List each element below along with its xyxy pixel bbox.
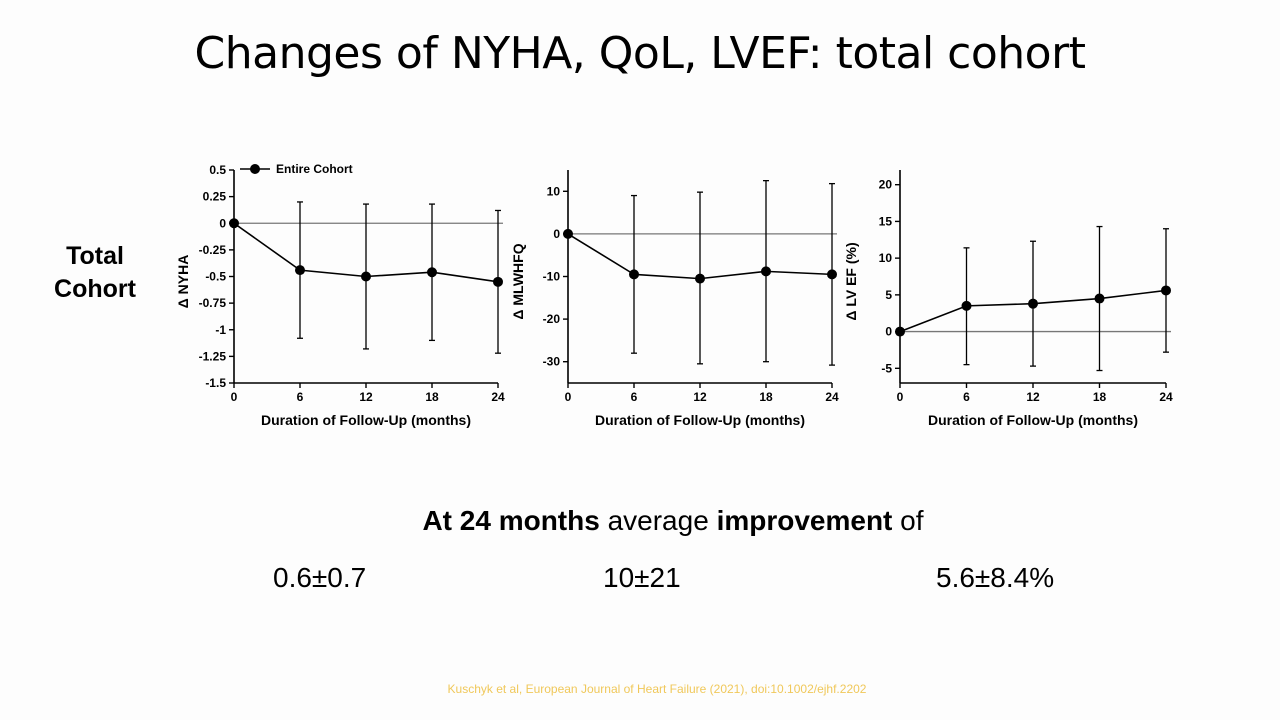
x-tick-label: 0 <box>565 390 572 404</box>
y-tick-label: -5 <box>881 361 892 375</box>
x-tick-label: 18 <box>759 390 773 404</box>
y-tick-label: -20 <box>543 312 561 326</box>
mlwhfq-chart: 10 0 -10 -20 -30 0 6 12 18 24 Duration of Follow-U… <box>510 170 839 428</box>
x-tick-label: 6 <box>963 390 970 404</box>
lvef-chart: 20 15 10 5 0 -5 0 6 12 18 24 Duration of Follow-Up … <box>843 170 1173 428</box>
row-label: Total Cohort <box>40 240 150 306</box>
y-tick-label: 5 <box>885 288 892 302</box>
stat-nyha: 0.6±0.7 <box>273 562 367 593</box>
x-tick-label: 0 <box>897 390 904 404</box>
summary-line: At 24 months average improvement of <box>0 505 1280 537</box>
data-point <box>1094 293 1105 304</box>
data-point <box>1161 285 1171 296</box>
stat-lvef: 5.6±8.4% <box>936 562 1055 593</box>
row-label-line1: Total <box>66 242 124 270</box>
data-point <box>895 326 905 337</box>
x-axis-title: Duration of Follow-Up (months) <box>261 412 471 428</box>
y-tick-label: -0.5 <box>205 270 226 284</box>
data-point <box>827 269 837 280</box>
y-tick-label: 0 <box>553 227 560 241</box>
x-tick-label: 24 <box>825 390 839 404</box>
nyha-chart: 0.5 0.25 0 -0.25 -0.5 -0.75 -1 -1.25 -1.5 0 6 12 18 2… <box>175 162 505 428</box>
summary-suffix: of <box>892 505 924 536</box>
row-label-line2: Cohort <box>54 275 136 303</box>
y-tick-label: 20 <box>879 178 893 192</box>
y-tick-label: -30 <box>543 355 561 369</box>
x-tick-label: 24 <box>1159 390 1173 404</box>
data-point <box>563 228 573 239</box>
y-tick-label: -1.5 <box>205 376 226 390</box>
y-tick-label: 0 <box>219 216 226 230</box>
x-axis-title: Duration of Follow-Up (months) <box>595 412 805 428</box>
data-point <box>629 269 639 280</box>
data-point <box>695 273 705 284</box>
y-axis-title: Δ MLWHFQ <box>510 243 526 319</box>
slide-title: Changes of NYHA, QoL, LVEF: total cohort <box>194 28 1086 79</box>
y-tick-label: -0.75 <box>199 296 227 310</box>
data-point <box>229 218 239 229</box>
data-point <box>761 266 771 277</box>
y-tick-label: 0.25 <box>203 190 227 204</box>
data-point <box>961 300 972 311</box>
x-tick-label: 6 <box>297 390 304 404</box>
x-tick-label: 18 <box>1093 390 1107 404</box>
data-point <box>295 265 305 276</box>
x-tick-label: 12 <box>359 390 373 404</box>
y-tick-label: 15 <box>879 214 893 228</box>
y-axis-title: Δ LV EF (%) <box>843 242 859 320</box>
legend-label: Entire Cohort <box>276 162 353 176</box>
data-point <box>427 267 437 278</box>
y-tick-label: -1.25 <box>199 349 227 363</box>
y-tick-label: -1 <box>215 323 226 337</box>
data-point <box>1028 298 1038 309</box>
data-point <box>493 276 503 287</box>
x-tick-label: 24 <box>491 390 505 404</box>
summary-keyword: improvement <box>716 505 893 536</box>
y-tick-label: 10 <box>547 184 561 198</box>
x-tick-label: 18 <box>425 390 439 404</box>
y-axis-title: Δ NYHA <box>175 255 191 309</box>
summary-prefix: At 24 months <box>422 505 600 536</box>
y-tick-label: -10 <box>543 270 561 284</box>
y-tick-label: 0 <box>885 325 892 339</box>
x-tick-label: 12 <box>693 390 707 404</box>
citation: Kuschyk et al, European Journal of Heart… <box>447 682 867 696</box>
stat-mlwhfq: 10±21 <box>603 562 681 593</box>
x-tick-label: 6 <box>631 390 638 404</box>
y-tick-label: 10 <box>879 251 893 265</box>
x-axis-title: Duration of Follow-Up (months) <box>928 412 1138 428</box>
y-tick-label: 0.5 <box>209 163 226 177</box>
legend-marker <box>250 164 260 174</box>
summary-middle: average <box>599 505 717 536</box>
data-point <box>361 271 371 282</box>
x-tick-label: 0 <box>231 390 238 404</box>
y-tick-label: -0.25 <box>199 243 227 257</box>
x-tick-label: 12 <box>1026 390 1040 404</box>
